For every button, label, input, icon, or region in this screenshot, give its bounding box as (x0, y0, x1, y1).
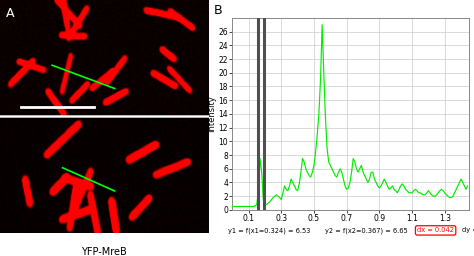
Y-axis label: Intensity: Intensity (207, 95, 216, 132)
Text: y1 = f(x1=0.324) = 6.53: y1 = f(x1=0.324) = 6.53 (228, 227, 310, 234)
Text: A: A (6, 7, 15, 20)
Text: dx = 0.042: dx = 0.042 (417, 227, 454, 233)
Text: y2 = f(x2=0.367) = 6.65: y2 = f(x2=0.367) = 6.65 (325, 227, 408, 234)
Text: B: B (213, 5, 222, 17)
Text: dy = 0.12: dy = 0.12 (462, 227, 474, 233)
Text: YFP-MreB: YFP-MreB (82, 247, 127, 256)
